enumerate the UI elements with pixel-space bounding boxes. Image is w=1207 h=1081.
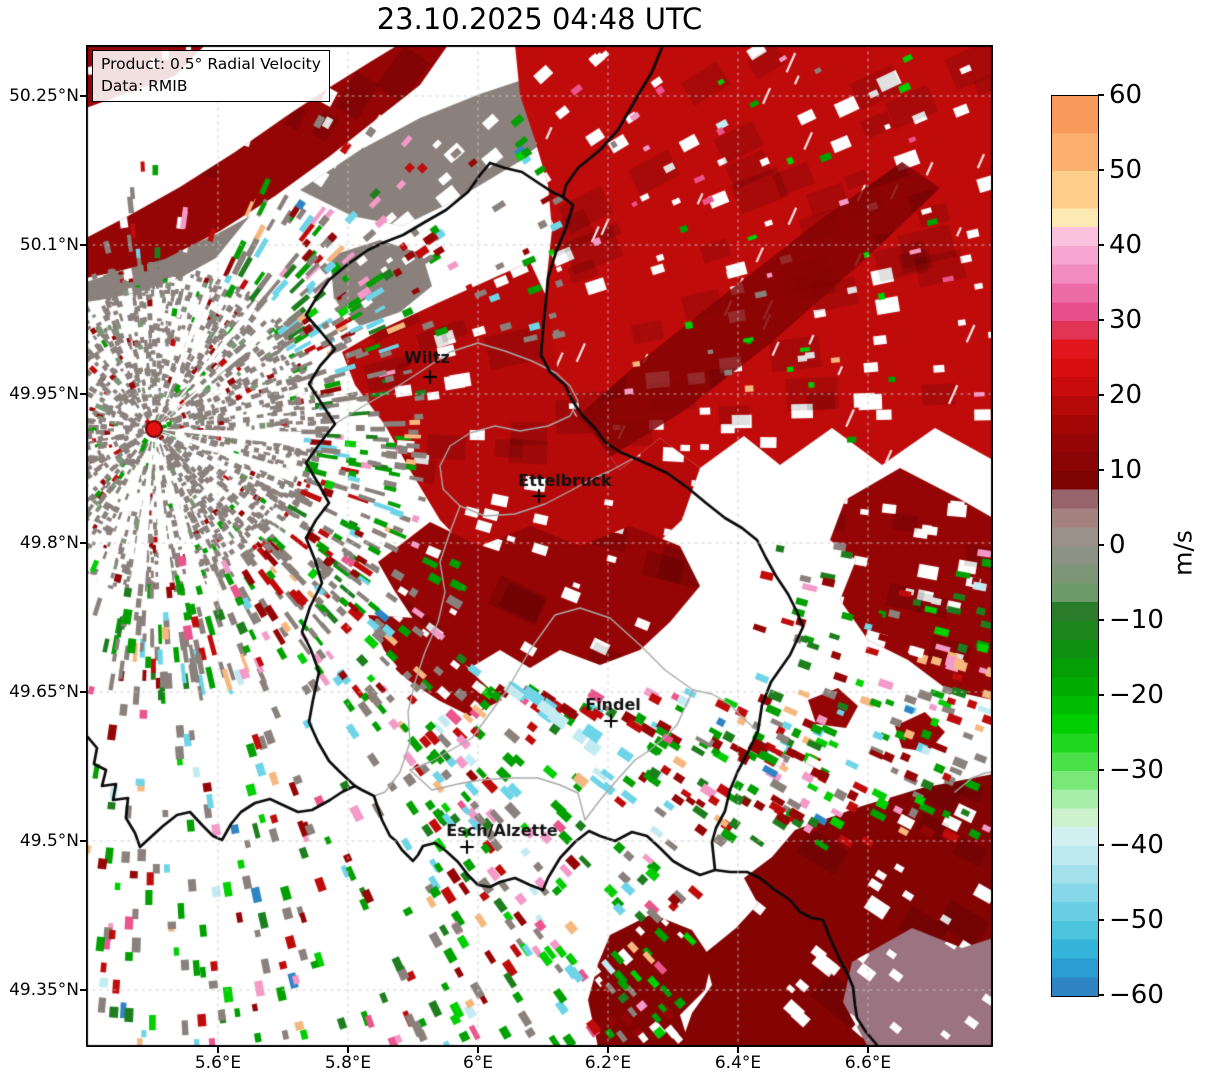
colorbar-tick-mark	[1098, 619, 1104, 621]
colorbar-tick-label: −60	[1109, 980, 1164, 1010]
x-tick-mark	[217, 1047, 219, 1053]
colorbar-tick-label: 10	[1109, 455, 1143, 485]
y-tick-mark	[80, 989, 86, 991]
colorbar	[1051, 95, 1099, 997]
x-tick-label: 5.6°E	[194, 1053, 242, 1073]
x-tick-label: 5.8°E	[324, 1053, 372, 1073]
colorbar-tick-mark	[1098, 469, 1104, 471]
radar-map-canvas	[86, 45, 993, 1047]
y-tick-label: 49.5°N	[19, 831, 79, 851]
x-tick-mark	[737, 1047, 739, 1053]
x-tick-mark	[477, 1047, 479, 1053]
x-tick-label: 6.4°E	[714, 1053, 762, 1073]
y-tick-mark	[80, 244, 86, 246]
y-tick-mark	[80, 691, 86, 693]
product-info-box: Product: 0.5° Radial Velocity Data: RMIB	[92, 50, 330, 103]
colorbar-tick-mark	[1098, 919, 1104, 921]
colorbar-tick-label: −10	[1109, 605, 1164, 635]
y-tick-mark	[80, 840, 86, 842]
y-tick-label: 49.95°N	[9, 384, 79, 404]
colorbar-tick-label: 60	[1109, 80, 1143, 110]
y-tick-label: 50.1°N	[19, 235, 79, 255]
colorbar-tick-label: −30	[1109, 755, 1164, 785]
colorbar-tick-mark	[1098, 544, 1104, 546]
x-tick-label: 6°E	[462, 1053, 494, 1073]
data-source-line: Data: RMIB	[101, 76, 188, 95]
colorbar-tick-mark	[1098, 169, 1104, 171]
product-line: Product: 0.5° Radial Velocity	[101, 55, 321, 73]
colorbar-tick-label: −20	[1109, 680, 1164, 710]
x-tick-mark	[867, 1047, 869, 1053]
x-tick-label: 6.6°E	[844, 1053, 892, 1073]
colorbar-tick-mark	[1098, 769, 1104, 771]
y-tick-mark	[80, 542, 86, 544]
y-tick-mark	[80, 393, 86, 395]
y-tick-mark	[80, 95, 86, 97]
colorbar-tick-mark	[1098, 694, 1104, 696]
y-tick-label: 50.25°N	[9, 86, 79, 106]
colorbar-tick-label: 40	[1109, 230, 1143, 260]
plot-title: 23.10.2025 04:48 UTC	[376, 2, 703, 36]
x-tick-mark	[347, 1047, 349, 1053]
colorbar-tick-label: 20	[1109, 380, 1143, 410]
colorbar-tick-label: −50	[1109, 905, 1164, 935]
colorbar-unit-label: m/s	[1168, 530, 1198, 576]
x-tick-label: 6.2°E	[584, 1053, 632, 1073]
colorbar-tick-mark	[1098, 394, 1104, 396]
colorbar-tick-label: −40	[1109, 830, 1164, 860]
colorbar-tick-mark	[1098, 319, 1104, 321]
colorbar-tick-label: 50	[1109, 155, 1143, 185]
x-tick-mark	[607, 1047, 609, 1053]
colorbar-tick-mark	[1098, 94, 1104, 96]
colorbar-tick-mark	[1098, 244, 1104, 246]
colorbar-tick-mark	[1098, 844, 1104, 846]
y-tick-label: 49.8°N	[19, 533, 79, 553]
colorbar-tick-label: 30	[1109, 305, 1143, 335]
y-tick-label: 49.35°N	[9, 980, 79, 1000]
y-tick-label: 49.65°N	[9, 682, 79, 702]
colorbar-tick-mark	[1098, 994, 1104, 996]
colorbar-tick-label: 0	[1109, 530, 1126, 560]
